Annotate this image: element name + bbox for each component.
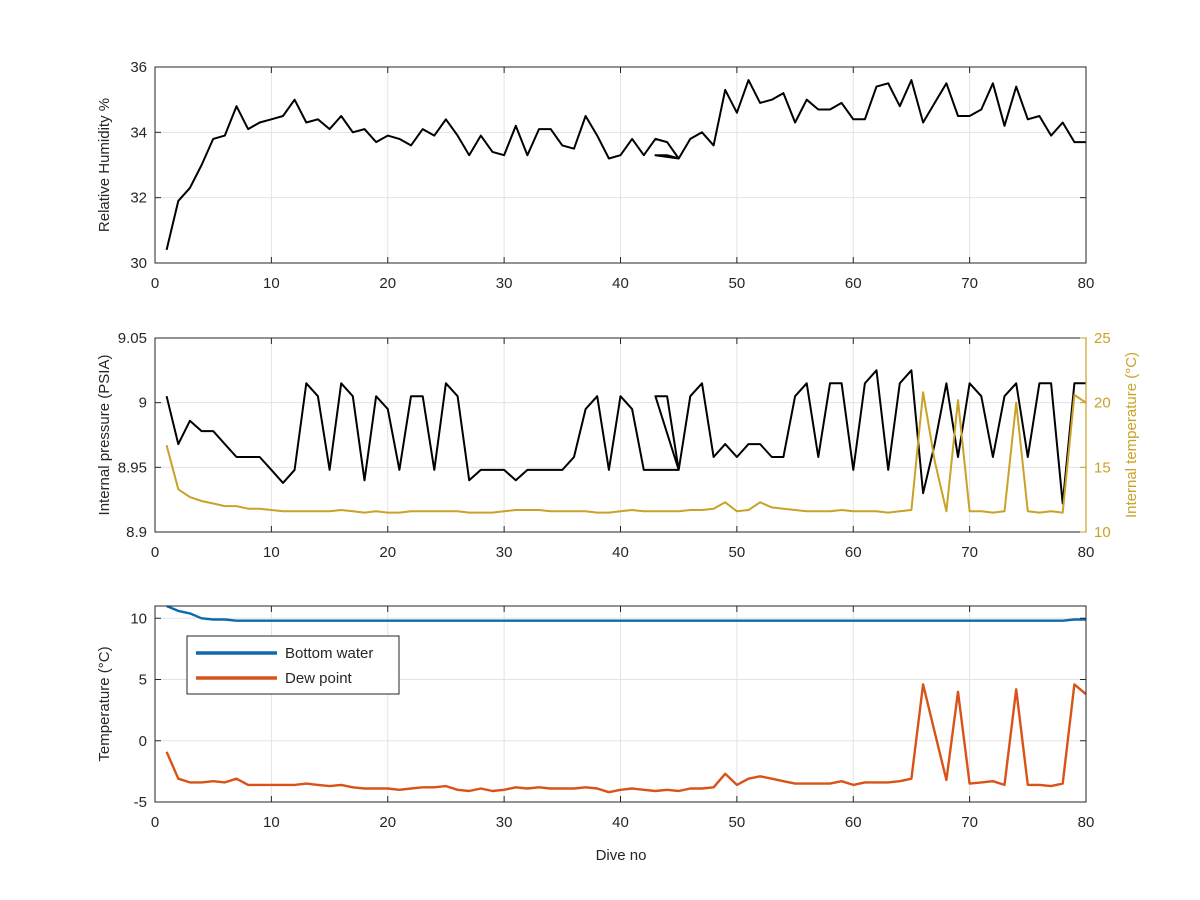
y-right-tick-label: 15: [1094, 459, 1111, 476]
y-tick-label: 0: [139, 733, 147, 750]
y-axis-label: Temperature (°C): [96, 646, 113, 761]
x-tick-label: 80: [1078, 275, 1095, 292]
x-tick-label: 0: [151, 814, 159, 831]
y-axis-label: Internal pressure (PSIA): [96, 355, 113, 516]
x-tick-label: 80: [1078, 544, 1095, 561]
y-tick-label: 10: [130, 610, 147, 627]
x-tick-label: 30: [496, 275, 513, 292]
x-tick-label: 70: [961, 814, 978, 831]
x-tick-label: 10: [263, 275, 280, 292]
x-tick-label: 20: [379, 275, 396, 292]
x-tick-label: 20: [379, 814, 396, 831]
series-line-bottom-water: [166, 606, 1086, 622]
x-tick-label: 40: [612, 544, 629, 561]
y-right-tick-label: 10: [1094, 524, 1111, 541]
y-tick-label: 9.05: [118, 330, 147, 347]
x-tick-label: 0: [151, 544, 159, 561]
y-right-tick-label: 25: [1094, 330, 1111, 347]
x-tick-label: 30: [496, 814, 513, 831]
y-tick-label: 8.9: [126, 524, 147, 541]
series-line-p2-1: [165, 369, 1086, 505]
x-tick-label: 40: [612, 275, 629, 292]
x-tick-label: 70: [961, 275, 978, 292]
x-tick-label: 50: [729, 275, 746, 292]
x-tick-label: 10: [263, 544, 280, 561]
y-right-tick-label: 20: [1094, 395, 1111, 412]
y-tick-label: 32: [130, 190, 147, 207]
x-tick-label: 50: [729, 814, 746, 831]
y-tick-label: 30: [130, 255, 147, 272]
chart-panel-1: 0 10 20 30 40 50 60 70 80 30 32 34 36 Relative Humidi…: [96, 59, 1094, 292]
x-tick-label: 50: [729, 544, 746, 561]
x-axis-label: Dive no: [596, 847, 647, 864]
x-tick-label: 60: [845, 544, 862, 561]
legend-box: [186, 635, 400, 695]
y-tick-label: 5: [139, 672, 147, 689]
legend-label: Dew point: [285, 670, 353, 687]
chart-panel-2: 0 10 20 30 40 50 60 70 80 8.9 8.95 9 9.05 Internal pr…: [96, 330, 1140, 561]
x-tick-label: 60: [845, 275, 862, 292]
y-axis-label: Relative Humidity %: [96, 98, 113, 232]
series-line-p1-1: [165, 79, 1086, 251]
x-tick-label: 20: [379, 544, 396, 561]
x-tick-label: 30: [496, 544, 513, 561]
legend-label: Bottom water: [285, 645, 373, 662]
x-tick-label: 10: [263, 814, 280, 831]
y-tick-label: -5: [134, 794, 147, 811]
x-tick-label: 80: [1078, 814, 1095, 831]
x-tick-label: 40: [612, 814, 629, 831]
x-tick-label: 60: [845, 814, 862, 831]
y-tick-label: 8.95: [118, 459, 147, 476]
x-tick-label: 70: [961, 544, 978, 561]
y-tick-label: 9: [139, 395, 147, 412]
series-line-dew-point: [165, 683, 1086, 794]
series-line-p2-2: [165, 391, 1086, 514]
legend: Bottom water Dew point: [186, 635, 400, 695]
y-right-axis-label: Internal temperature (°C): [1123, 352, 1140, 518]
x-tick-label: 0: [151, 275, 159, 292]
y-tick-label: 36: [130, 59, 147, 76]
y-tick-label: 34: [130, 124, 147, 141]
